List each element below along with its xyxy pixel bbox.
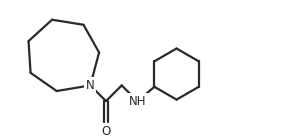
Text: NH: NH bbox=[129, 95, 146, 108]
Text: N: N bbox=[86, 79, 95, 92]
Text: O: O bbox=[101, 125, 111, 138]
